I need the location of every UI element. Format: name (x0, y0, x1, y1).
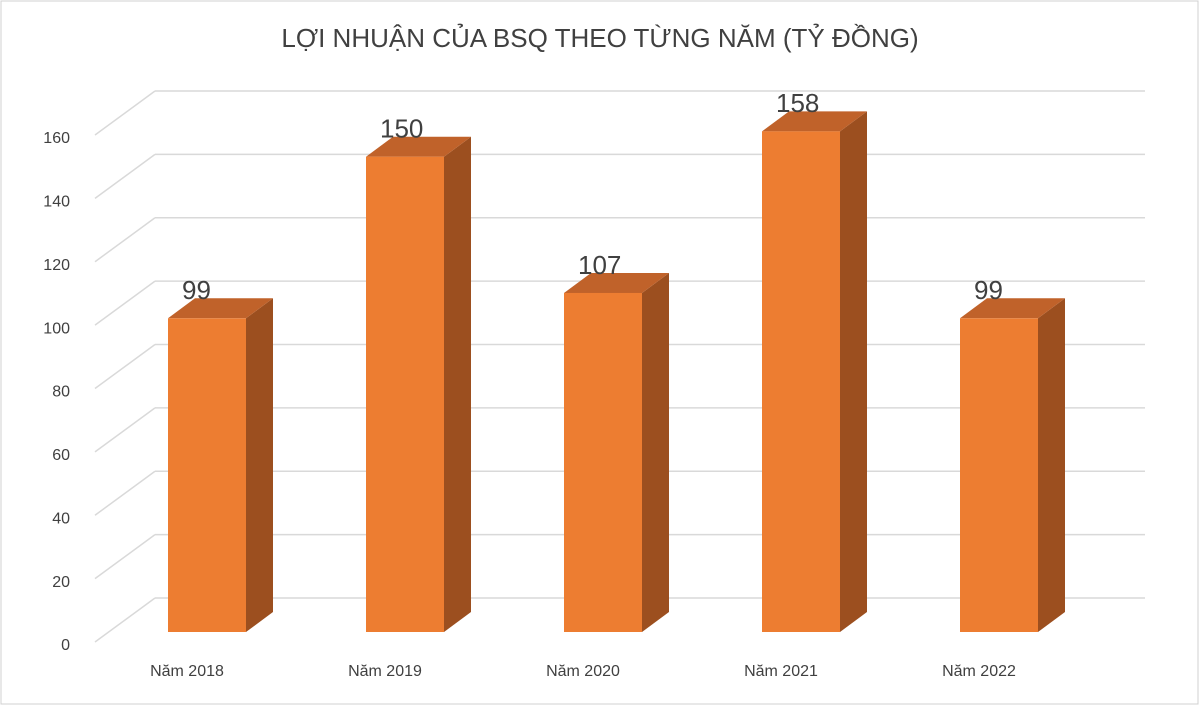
value-label: 99 (182, 275, 211, 305)
chart-title: LỢI NHUẬN CỦA BSQ THEO TỪNG NĂM (TỶ ĐỒNG… (281, 22, 918, 53)
grid-line-side (94, 343, 156, 390)
value-label: 99 (974, 275, 1003, 305)
y-tick-label: 0 (61, 637, 70, 654)
grid-line-side (94, 280, 156, 326)
y-tick-label: 160 (43, 130, 70, 147)
grid-line-side (94, 153, 156, 199)
grid-line-side (94, 90, 156, 136)
y-tick-label: 80 (52, 384, 70, 401)
value-label: 107 (578, 250, 621, 280)
bar (564, 292, 642, 632)
bar-side (840, 111, 867, 632)
y-tick-label: 120 (43, 257, 70, 274)
bar-top (168, 298, 273, 319)
y-tick-label: 40 (52, 510, 70, 527)
x-tick-label: Năm 2018 (150, 663, 224, 680)
bar-top (564, 272, 669, 293)
bar-side (444, 136, 471, 632)
grid-line-side (94, 470, 156, 516)
bar-side (246, 298, 273, 632)
bar-side (642, 272, 669, 632)
x-tick-label: Năm 2020 (546, 663, 620, 680)
grid-line-side (94, 534, 156, 580)
x-tick-label: Năm 2022 (942, 663, 1016, 680)
grid-line-side (94, 597, 156, 643)
bar (168, 318, 246, 632)
value-label: 158 (776, 88, 819, 118)
grid-line-side (94, 407, 156, 453)
bar (366, 156, 444, 632)
bar (762, 131, 840, 632)
bar-side (1038, 298, 1065, 632)
y-tick-label: 140 (43, 194, 70, 211)
y-tick-label: 60 (52, 447, 70, 464)
grid-line-side (94, 217, 156, 263)
bar-top (366, 136, 471, 157)
value-label: 150 (380, 114, 423, 144)
x-tick-label: Năm 2019 (348, 663, 422, 680)
y-tick-label: 100 (43, 320, 70, 337)
bar (960, 318, 1038, 632)
y-tick-label: 20 (52, 574, 70, 591)
bar-top (960, 298, 1065, 319)
bar-top (762, 111, 867, 132)
x-tick-label: Năm 2021 (744, 663, 818, 680)
